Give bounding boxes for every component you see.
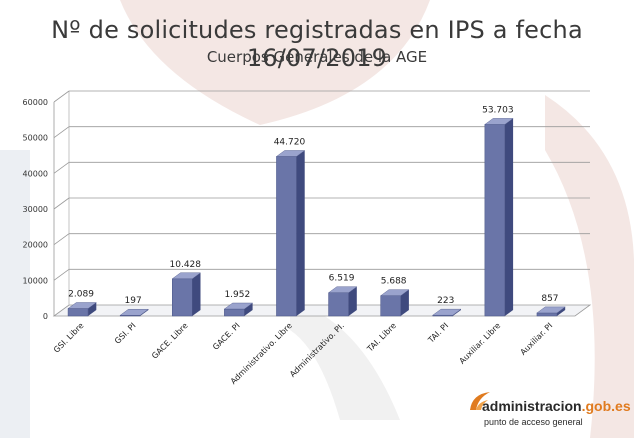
bar: [380, 295, 401, 317]
bar-top: [432, 308, 462, 316]
x-tick-label: Auxiliar. Libre: [458, 321, 503, 366]
bar-side: [504, 118, 514, 316]
x-tick-label: TAI. PI: [426, 321, 450, 345]
gridline-diagonal: [53, 269, 70, 281]
bar: [67, 308, 89, 317]
bar-top: [119, 309, 150, 316]
bar-side: [400, 289, 409, 316]
y-tick-label: 60000: [23, 98, 48, 107]
logo-swoosh-icon: [470, 392, 490, 410]
bar-top: [380, 289, 410, 296]
chart-title: Nº de solicitudes registradas en IPS a f…: [51, 16, 583, 72]
data-label: 53.703: [482, 105, 514, 115]
bar: [484, 124, 506, 317]
x-tick-label: GACE. Libre: [150, 321, 190, 361]
data-label: 1.952: [224, 290, 250, 300]
bar-top: [171, 272, 202, 280]
bar: [224, 308, 245, 317]
x-tick-label: TAI. Libre: [365, 321, 398, 354]
gridline-diagonal: [53, 233, 70, 245]
data-label: 5.688: [381, 277, 407, 287]
gridline-diagonal: [53, 126, 70, 138]
logo-tagline: punto de acceso general: [484, 417, 583, 427]
bar-side: [556, 306, 566, 316]
bar-side: [348, 286, 357, 316]
data-label: 10.428: [170, 260, 202, 270]
data-label: 197: [125, 296, 142, 306]
bar: [328, 292, 349, 317]
bar-side: [296, 150, 305, 316]
bar: [536, 312, 558, 317]
gridline-diagonal: [53, 162, 70, 174]
bar-top: [327, 286, 358, 293]
data-label: 2.089: [68, 289, 94, 299]
x-tick-label: Administrativo. Libre: [229, 321, 294, 386]
logo-tld: .gob.es: [581, 398, 631, 414]
x-tick-label: Administrativo. PI.: [288, 321, 346, 379]
bar-side: [88, 302, 97, 316]
logo-text: administracion.gob.es: [482, 398, 631, 414]
y-tick-label: 40000: [23, 169, 48, 178]
y-tick-label: 10000: [23, 276, 48, 285]
bar-top: [484, 118, 514, 125]
x-tick-label: GACE. PI: [211, 321, 242, 352]
bar-top: [223, 302, 254, 310]
y-tick-label: 0: [43, 312, 48, 321]
gridline-diagonal: [53, 90, 70, 103]
y-tick-label: 50000: [23, 134, 48, 143]
chart-subtitle: Cuerpos Generales de la AGE: [206, 48, 428, 66]
x-tick-label: Auxiliar. PI: [519, 321, 555, 357]
data-label: 223: [437, 296, 454, 306]
bar-side: [244, 302, 253, 316]
y-tick-label: 30000: [23, 205, 48, 214]
data-label: 6.519: [329, 274, 355, 284]
gridline-diagonal: [53, 197, 70, 210]
bar-side: [192, 272, 201, 316]
bar: [172, 278, 193, 317]
data-label: 44.720: [274, 137, 306, 147]
bar-top: [67, 302, 97, 309]
bar-top: [536, 306, 566, 314]
bar: [276, 156, 297, 317]
x-tick-label: GSI. Libre: [52, 321, 86, 355]
logo-domain: administracion: [482, 398, 582, 414]
bar-top: [275, 150, 306, 157]
data-label: 857: [541, 294, 558, 304]
x-tick-label: GSI. PI: [113, 321, 138, 346]
y-tick-label: 20000: [23, 241, 48, 250]
